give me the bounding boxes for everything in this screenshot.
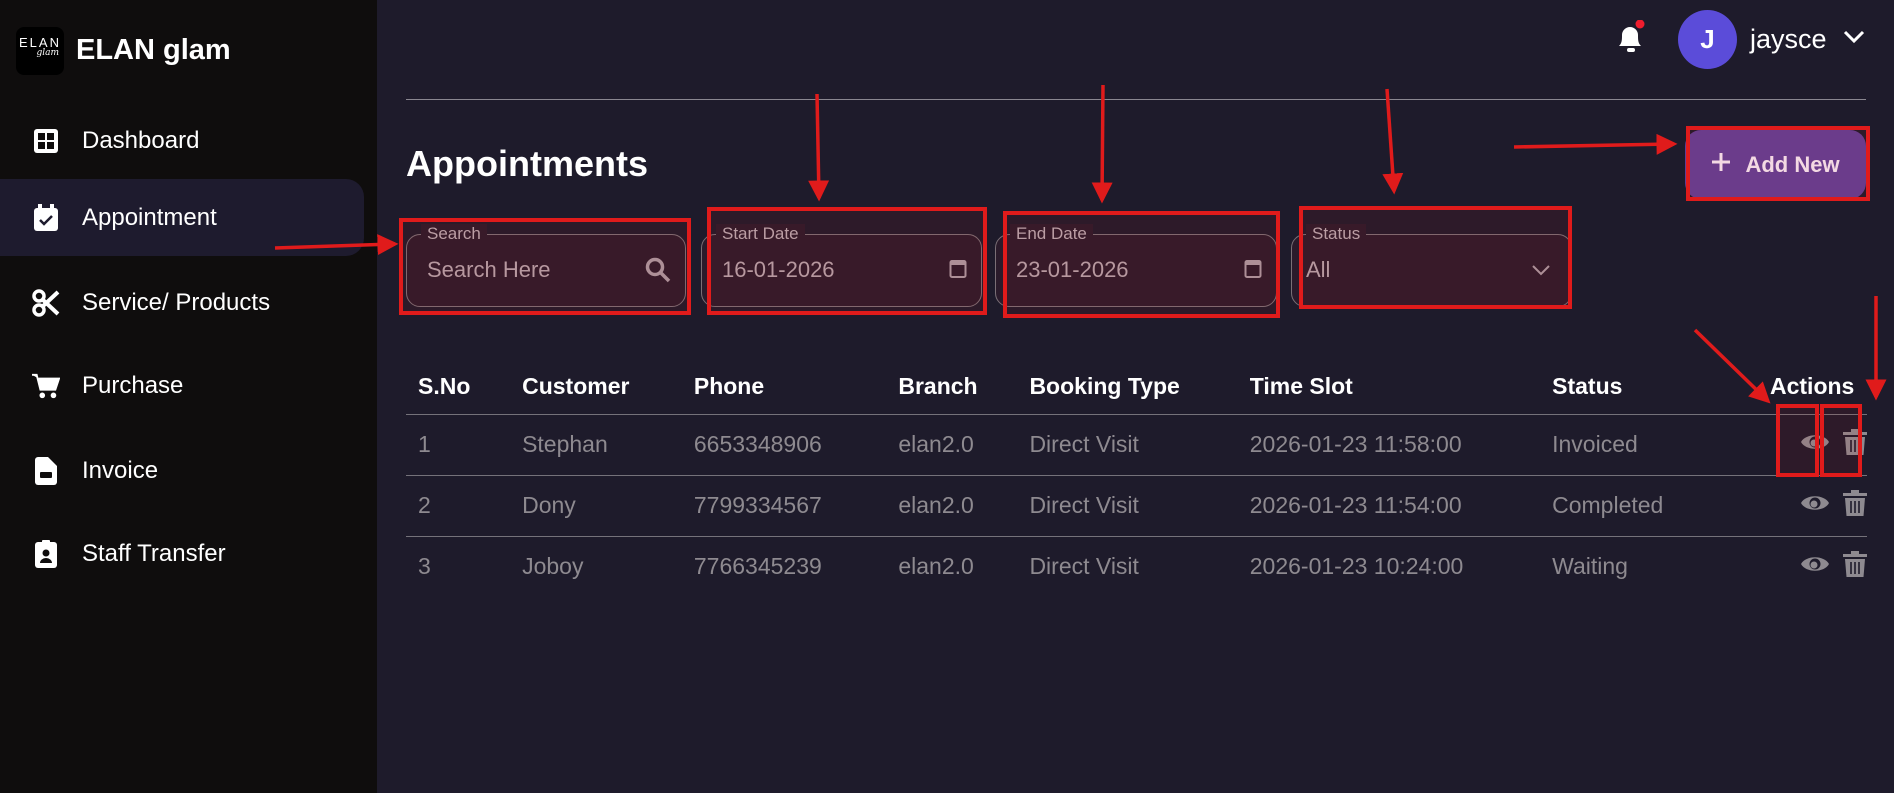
- calendar-icon[interactable]: [1244, 257, 1262, 284]
- sidebar-item-dashboard[interactable]: Dashboard: [0, 102, 364, 179]
- search-placeholder: Search Here: [427, 257, 551, 282]
- calendar-check-icon: [32, 203, 60, 232]
- annotation-arrow: [1091, 84, 1113, 204]
- divider: [406, 99, 1866, 100]
- header-phone: Phone: [693, 373, 765, 400]
- header-actions: Actions: [1770, 373, 1855, 400]
- logo-sub: glam: [36, 48, 59, 58]
- cell-branch: elan2.0: [886, 535, 1018, 597]
- cell-actions: [1758, 474, 1867, 536]
- cell-booking-type: Direct Visit: [1017, 535, 1238, 597]
- header-booking-type: Booking Type: [1029, 373, 1180, 400]
- annotation-arrow: [1382, 88, 1404, 195]
- sidebar-item-service-products[interactable]: Service/ Products: [0, 264, 364, 341]
- sidebar-item-invoice[interactable]: Invoice: [0, 432, 364, 509]
- cell-status: Waiting: [1540, 535, 1758, 597]
- table-row: 1 Stephan 6653348906 elan2.0 Direct Visit 202…: [406, 413, 1867, 475]
- table-row: 3 Joboy 7766345239 elan2.0 Direct Visit 2026-…: [406, 535, 1867, 597]
- cell-phone: 7766345239: [681, 535, 887, 597]
- sidebar-item-label: Service/ Products: [82, 288, 271, 316]
- view-eye-icon[interactable]: [1800, 492, 1830, 520]
- cell-phone: 7799334567: [681, 474, 887, 536]
- end-date-label: End Date: [1010, 224, 1093, 244]
- cell-time-slot: 2026-01-23 11:58:00: [1237, 413, 1541, 475]
- search-label: Search: [421, 224, 487, 244]
- brand-logo: ELAN glam: [16, 27, 64, 75]
- cell-customer: Dony: [510, 474, 682, 536]
- cell-customer: Stephan: [510, 413, 682, 475]
- username[interactable]: jaysce: [1750, 24, 1827, 54]
- plus-icon: [1711, 152, 1731, 178]
- chevron-down-icon[interactable]: [1531, 263, 1551, 281]
- sidebar-item-label: Purchase: [82, 371, 184, 399]
- delete-trash-icon[interactable]: [1843, 489, 1867, 522]
- search-icon[interactable]: [645, 257, 671, 288]
- delete-trash-icon[interactable]: [1843, 428, 1867, 461]
- cell-booking-type: Direct Visit: [1017, 413, 1238, 475]
- scissors-icon: [32, 288, 60, 317]
- cell-customer: Joboy: [510, 535, 682, 597]
- table-header-row: S.No Customer Phone Branch Booking Type …: [406, 360, 1867, 414]
- end-date-field[interactable]: End Date 23-01-2026: [995, 224, 1277, 307]
- sidebar-item-label: Invoice: [82, 456, 159, 484]
- annotation-arrow: [808, 93, 830, 202]
- view-eye-icon[interactable]: [1800, 431, 1830, 459]
- cell-phone: 6653348906: [681, 413, 887, 475]
- cell-actions: [1758, 413, 1867, 475]
- sidebar-item-label: Dashboard: [82, 126, 200, 154]
- chevron-down-icon[interactable]: [1843, 30, 1865, 49]
- end-date-value: 23-01-2026: [1016, 257, 1129, 282]
- brand-name: ELAN glam: [76, 34, 231, 66]
- sidebar-item-label: Staff Transfer: [82, 539, 226, 567]
- sidebar-item-staff-transfer[interactable]: Staff Transfer: [0, 515, 364, 592]
- header-sno: S.No: [418, 373, 471, 400]
- header-status: Status: [1552, 373, 1623, 400]
- notification-bell-icon[interactable]: [1615, 19, 1645, 56]
- appointments-table: S.No Customer Phone Branch Booking Type …: [406, 360, 1867, 597]
- sidebar-item-label: Appointment: [82, 203, 217, 231]
- page-title: Appointments: [406, 143, 648, 184]
- start-date-field[interactable]: Start Date 16-01-2026: [701, 224, 982, 307]
- search-input[interactable]: Search Search Here: [406, 224, 686, 307]
- status-select[interactable]: Status All: [1291, 224, 1572, 307]
- logo-text: ELAN: [19, 35, 61, 50]
- add-new-button[interactable]: Add New: [1685, 130, 1866, 199]
- sidebar-item-purchase[interactable]: Purchase: [0, 347, 364, 424]
- cell-sno: 3: [406, 535, 511, 597]
- status-value: All: [1306, 257, 1331, 282]
- cell-booking-type: Direct Visit: [1017, 474, 1238, 536]
- cart-icon: [32, 372, 60, 400]
- annotation-arrow: [1513, 133, 1678, 155]
- cell-sno: 1: [406, 413, 511, 475]
- file-invoice-icon: [32, 456, 60, 485]
- id-badge-icon: [32, 539, 60, 568]
- sidebar: ELAN glam ELAN glam Dashboard Appointment…: [0, 0, 377, 793]
- cell-branch: elan2.0: [886, 474, 1018, 536]
- cell-branch: elan2.0: [886, 413, 1018, 475]
- cell-time-slot: 2026-01-23 11:54:00: [1237, 474, 1541, 536]
- table-row: 2 Dony 7799334567 elan2.0 Direct Visit 2026-0…: [406, 474, 1867, 536]
- cell-actions: [1758, 535, 1867, 597]
- header-branch: Branch: [898, 373, 978, 400]
- cell-sno: 2: [406, 474, 511, 536]
- avatar[interactable]: J: [1678, 10, 1737, 69]
- cell-time-slot: 2026-01-23 10:24:00: [1237, 535, 1541, 597]
- header-time-slot: Time Slot: [1249, 373, 1353, 400]
- add-new-label: Add New: [1745, 151, 1840, 177]
- cell-status: Invoiced: [1540, 413, 1758, 475]
- cell-status: Completed: [1540, 474, 1758, 536]
- calendar-icon[interactable]: [949, 257, 967, 284]
- start-date-label: Start Date: [716, 224, 805, 244]
- sidebar-item-appointment[interactable]: Appointment: [0, 179, 364, 256]
- dashboard-grid-icon: [32, 127, 60, 155]
- view-eye-icon[interactable]: [1800, 553, 1830, 581]
- status-label: Status: [1306, 224, 1367, 244]
- header-customer: Customer: [522, 373, 630, 400]
- start-date-value: 16-01-2026: [722, 257, 835, 282]
- delete-trash-icon[interactable]: [1843, 550, 1867, 583]
